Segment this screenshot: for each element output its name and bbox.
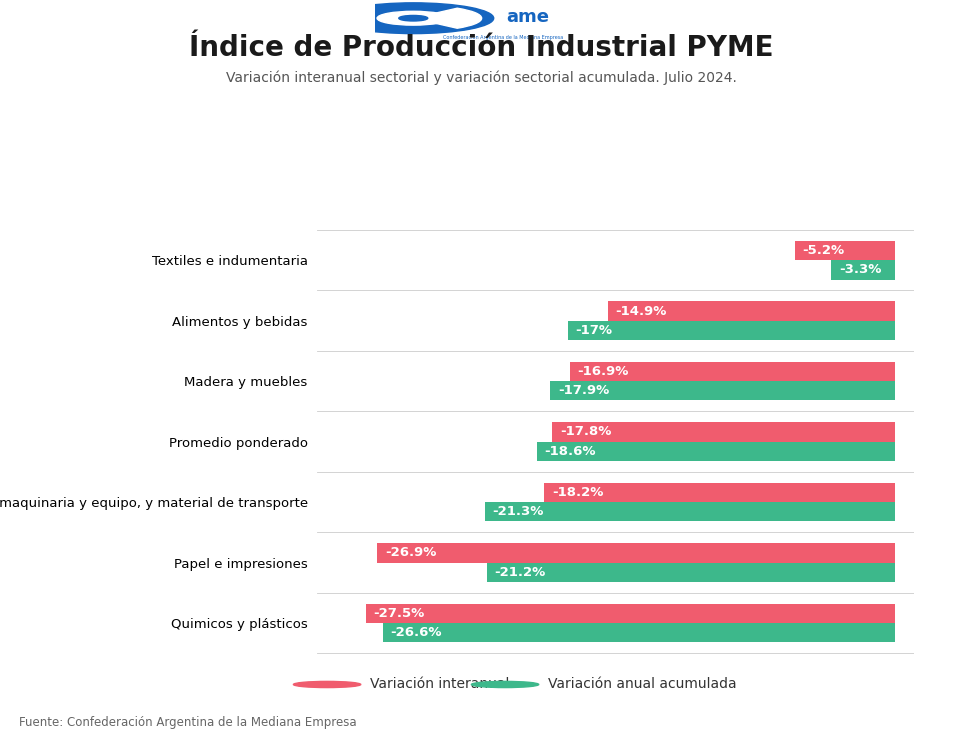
Text: -18.2%: -18.2% [552,486,603,499]
Bar [607,301,894,321]
Text: -21.3%: -21.3% [492,505,543,518]
Text: Variación interanual: Variación interanual [370,677,509,692]
Text: Variación interanual sectorial y variación sectorial acumulada. Julio 2024.: Variación interanual sectorial y variaci… [225,70,736,85]
Bar [830,261,894,280]
Text: -5.2%: -5.2% [801,244,844,257]
Text: -27.5%: -27.5% [373,606,424,620]
Text: Índice de Producción Industrial PYME: Índice de Producción Industrial PYME [188,34,773,62]
Text: -17%: -17% [575,324,611,337]
Circle shape [399,15,428,21]
Bar [486,562,894,582]
Bar [377,543,894,562]
Bar [569,362,894,381]
Text: -16.9%: -16.9% [577,365,628,378]
Bar [382,623,894,643]
Bar [536,442,894,461]
Bar [544,483,894,502]
Text: Variación anual acumulada: Variación anual acumulada [548,677,736,692]
Text: -26.6%: -26.6% [390,626,442,639]
Text: -21.2%: -21.2% [494,566,545,578]
Text: -3.3%: -3.3% [838,263,880,277]
Circle shape [471,682,538,687]
Text: ame: ame [505,8,549,26]
Bar [484,502,894,521]
Bar [365,604,894,623]
Bar [552,422,894,442]
Text: -18.6%: -18.6% [544,445,596,458]
Text: Confederación Argentina de la Mediana Empresa: Confederación Argentina de la Mediana Em… [442,35,562,40]
Text: -14.9%: -14.9% [615,305,666,317]
Circle shape [377,11,449,25]
Text: -17.9%: -17.9% [557,384,608,397]
Bar [794,241,894,261]
Text: -26.9%: -26.9% [384,546,435,559]
Circle shape [293,682,360,687]
Text: Fuente: Confederación Argentina de la Mediana Empresa: Fuente: Confederación Argentina de la Me… [19,715,357,729]
Bar [567,321,894,340]
Circle shape [333,3,493,34]
Wedge shape [413,8,481,28]
Bar [550,381,894,400]
Text: -17.8%: -17.8% [559,425,610,439]
